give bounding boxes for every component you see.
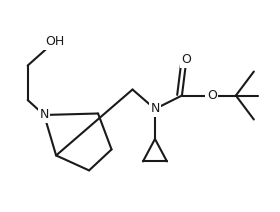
Text: O: O bbox=[181, 53, 191, 66]
Text: N: N bbox=[150, 102, 160, 116]
Text: N: N bbox=[39, 109, 49, 121]
Text: O: O bbox=[207, 89, 217, 102]
Text: OH: OH bbox=[45, 35, 64, 48]
